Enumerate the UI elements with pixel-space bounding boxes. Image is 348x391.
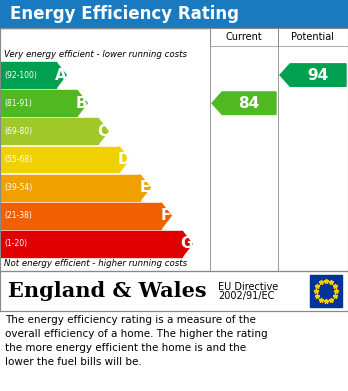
- Polygon shape: [98, 118, 108, 144]
- Text: Energy Efficiency Rating: Energy Efficiency Rating: [10, 5, 239, 23]
- Text: F: F: [160, 208, 171, 223]
- Bar: [0, 0, 348, 28]
- Text: G: G: [180, 237, 193, 251]
- Text: C: C: [97, 124, 108, 139]
- Bar: [0, 28, 348, 271]
- Text: (55-68): (55-68): [4, 155, 32, 164]
- Text: Not energy efficient - higher running costs: Not energy efficient - higher running co…: [4, 259, 187, 268]
- Text: D: D: [117, 152, 130, 167]
- Polygon shape: [212, 92, 276, 115]
- Polygon shape: [140, 175, 150, 201]
- Bar: [210, 28, 278, 46]
- Bar: [0, 118, 98, 144]
- Text: 94: 94: [307, 68, 329, 83]
- Polygon shape: [77, 90, 87, 116]
- Text: Current: Current: [226, 32, 262, 42]
- Polygon shape: [119, 147, 129, 172]
- Text: (92-100): (92-100): [4, 70, 37, 80]
- Bar: [278, 28, 348, 46]
- Text: (81-91): (81-91): [4, 99, 32, 108]
- Bar: [0, 147, 119, 172]
- Text: England & Wales: England & Wales: [8, 281, 207, 301]
- Text: A: A: [55, 68, 66, 83]
- Text: Very energy efficient - lower running costs: Very energy efficient - lower running co…: [4, 50, 187, 59]
- Text: 2002/91/EC: 2002/91/EC: [218, 291, 274, 301]
- Bar: [0, 62, 56, 88]
- Text: (39-54): (39-54): [4, 183, 32, 192]
- Polygon shape: [56, 62, 66, 88]
- Text: 84: 84: [238, 96, 260, 111]
- Polygon shape: [280, 64, 346, 86]
- Text: E: E: [140, 180, 150, 195]
- Bar: [310, 275, 342, 307]
- Text: The energy efficiency rating is a measure of the
overall efficiency of a home. T: The energy efficiency rating is a measur…: [5, 315, 268, 367]
- Text: EU Directive: EU Directive: [218, 282, 278, 292]
- Polygon shape: [161, 203, 171, 229]
- Text: B: B: [76, 96, 87, 111]
- Bar: [0, 90, 77, 116]
- Polygon shape: [182, 231, 192, 257]
- Text: (69-80): (69-80): [4, 127, 32, 136]
- Text: (21-38): (21-38): [4, 211, 32, 220]
- Bar: [0, 231, 182, 257]
- Bar: [0, 175, 140, 201]
- Bar: [0, 203, 161, 229]
- Bar: [0, 271, 348, 311]
- Text: (1-20): (1-20): [4, 239, 27, 248]
- Text: Potential: Potential: [292, 32, 334, 42]
